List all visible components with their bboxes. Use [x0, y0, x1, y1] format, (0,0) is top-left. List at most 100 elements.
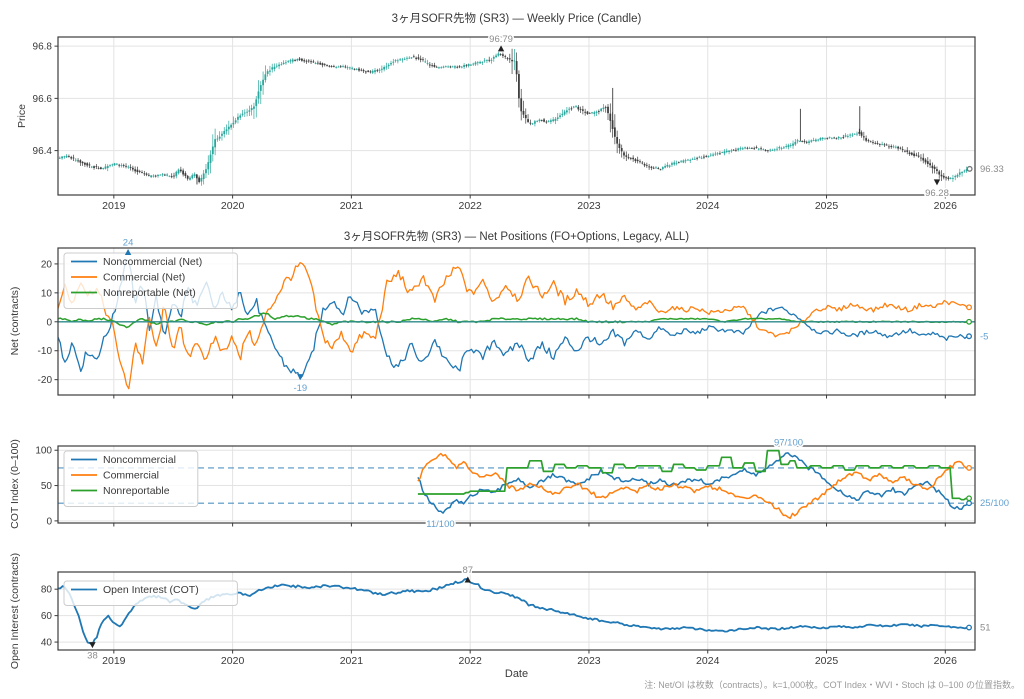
candle-body: [239, 115, 242, 118]
candle-body: [719, 153, 721, 155]
candle-body: [933, 166, 936, 169]
candle-body: [81, 161, 84, 164]
candle-body: [778, 147, 781, 149]
grid: [58, 37, 975, 195]
candle-body: [339, 66, 342, 68]
candle-body: [888, 146, 890, 148]
candle-body: [773, 149, 776, 151]
candle-body: [358, 68, 360, 71]
candle-body: [335, 67, 338, 69]
cot-index-panel: Noncommercial Commercial Nonreportable 0 50 1…: [35, 436, 1009, 532]
candle-body: [842, 137, 845, 138]
candle-body: [577, 106, 580, 110]
candle-body: [61, 156, 63, 159]
candle-body: [920, 157, 922, 159]
candle-body: [792, 143, 794, 146]
annotation-marker: [933, 179, 941, 186]
net-y-axis-label: Net (contracts): [9, 286, 21, 356]
x-tick-label: 2023: [577, 200, 601, 212]
candle-body: [321, 63, 324, 66]
candle-body: [253, 106, 255, 109]
candle-body: [677, 162, 680, 164]
candle-body: [118, 164, 121, 166]
candle-body: [237, 116, 239, 120]
candle-body: [248, 110, 251, 112]
candle-body: [68, 156, 70, 157]
candle-body: [698, 156, 701, 158]
y-tick-label: -20: [38, 375, 53, 386]
candle-body: [447, 66, 450, 68]
candle-body: [657, 167, 660, 169]
candle-body: [463, 65, 465, 68]
candle-body: [826, 137, 829, 139]
candle-body: [901, 149, 904, 150]
candle-body: [545, 121, 548, 123]
candle-body: [917, 155, 920, 157]
candle-body: [618, 143, 621, 148]
y-tick-label: 0: [46, 317, 52, 328]
candle-body: [259, 85, 262, 91]
candle-body: [568, 108, 571, 110]
candle-body: [390, 63, 392, 65]
candle-body: [502, 54, 504, 56]
y-tick-label: 40: [41, 638, 53, 649]
candle-body: [714, 153, 717, 155]
y-tick-label: 20: [41, 259, 53, 270]
candle-body: [648, 166, 651, 168]
candle-body: [965, 169, 968, 172]
candle-body: [348, 67, 351, 69]
candle-body: [273, 66, 276, 70]
candle-body: [824, 138, 826, 140]
candle-body: [246, 111, 248, 113]
candle-body: [189, 177, 191, 180]
candle-body: [362, 70, 365, 72]
candle-body: [958, 172, 961, 175]
candle-body: [154, 175, 157, 177]
candle-body: [182, 170, 185, 175]
candle-body: [931, 165, 934, 169]
candle-body: [330, 66, 333, 67]
candle-body: [803, 140, 806, 142]
candle-body: [179, 169, 182, 172]
candle-body: [607, 106, 609, 114]
candle-body: [588, 112, 591, 114]
annotation-label: 96.79: [489, 34, 513, 45]
candle-body: [869, 141, 872, 143]
legend: Noncommercial (Net) Commercial (Net) Nonre…: [63, 252, 238, 309]
candle-body: [616, 137, 619, 144]
candle-body: [753, 148, 756, 150]
candle-body: [629, 158, 632, 159]
candle-body: [406, 57, 408, 59]
candle-body: [543, 119, 545, 122]
candle-body: [954, 176, 957, 178]
y-tick-label: 0: [46, 516, 52, 527]
candle-body: [145, 173, 148, 175]
legend-label: Nonreportable (Net): [103, 287, 196, 299]
candle-body: [915, 154, 918, 156]
series-end-marker: [966, 464, 973, 471]
candle-body: [364, 71, 367, 73]
candle-body: [298, 58, 301, 60]
plot-area: [58, 449, 975, 520]
candle-body: [862, 136, 865, 138]
candle-body: [241, 113, 244, 115]
candle-body: [885, 144, 888, 146]
nonreportable-line: [58, 312, 968, 329]
candle-body: [620, 148, 623, 152]
candle-body: [703, 156, 705, 158]
candle-body: [291, 59, 294, 62]
candle-body: [707, 156, 710, 157]
annotation-label: 38: [87, 651, 98, 662]
candle-body: [193, 174, 196, 177]
annotation-marker: [464, 576, 471, 583]
candle-body: [467, 64, 470, 66]
candle-body: [922, 157, 925, 161]
candle-body: [408, 57, 411, 59]
candle-body: [682, 160, 685, 163]
candle-body: [840, 137, 842, 139]
candle-body: [844, 135, 847, 137]
candle-body: [120, 165, 123, 166]
candle-body: [458, 66, 461, 68]
candle-body: [780, 148, 783, 149]
candle-body: [808, 141, 810, 143]
